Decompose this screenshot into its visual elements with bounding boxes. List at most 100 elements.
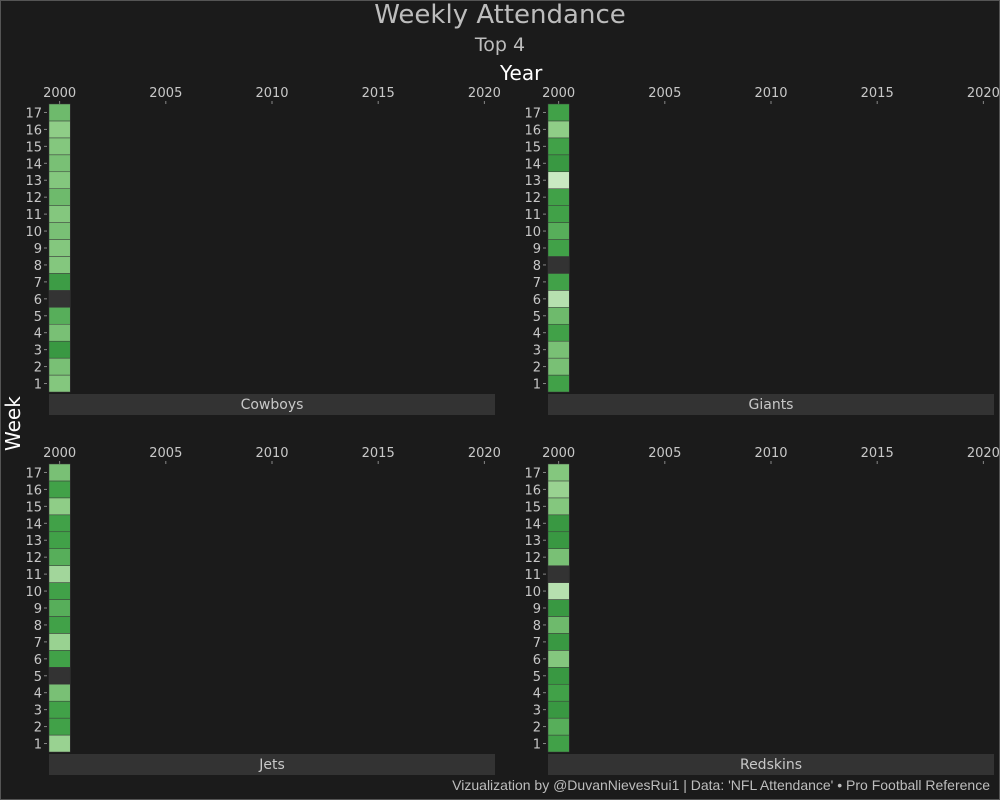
heatmap-tile-giants-week-15 [547, 137, 570, 156]
heatmap-tile-cowboys-week-4 [48, 323, 71, 342]
facet-strip [49, 754, 495, 775]
y-tick-label: 16 [25, 123, 42, 138]
heatmap-tile-giants-week-16 [547, 120, 570, 139]
y-tick-label: 16 [524, 123, 541, 138]
y-tick-label: 6 [533, 653, 541, 668]
heatmap-tile-redskins-week-2 [547, 717, 570, 736]
heatmap-tile-giants-week-11 [547, 205, 570, 223]
y-tick-label: 7 [533, 276, 541, 291]
chart-subtitle: Top 4 [474, 34, 526, 56]
y-tick-label: 6 [34, 653, 42, 668]
y-tick-label: 3 [533, 344, 541, 359]
y-tick-label: 16 [25, 483, 42, 498]
heatmap-tile-redskins-week-4 [547, 683, 570, 702]
heatmap-tile-redskins-week-5 [547, 667, 570, 685]
heatmap-tile-jets-week-10 [48, 582, 71, 600]
y-tick-label: 17 [524, 106, 541, 121]
heatmap-tile-cowboys-week-7 [48, 273, 71, 291]
y-tick-label: 2 [533, 721, 541, 736]
x-tick-label: 2020 [468, 446, 501, 461]
x-tick-label: 2010 [754, 86, 787, 101]
y-tick-label: 14 [25, 157, 42, 172]
y-tick-label: 13 [524, 534, 541, 549]
y-tick-label: 1 [34, 378, 42, 393]
y-tick-label: 4 [533, 687, 541, 702]
heatmap-tile-redskins-week-1 [547, 734, 570, 753]
heatmap-tile-redskins-week-16 [547, 480, 570, 499]
heatmap-tile-cowboys-week-15 [48, 137, 71, 156]
heatmap-tile-jets-week-2 [48, 717, 71, 736]
heatmap-tile-giants-week-12 [547, 188, 570, 206]
y-tick-label: 8 [533, 619, 541, 634]
y-tick-label: 1 [34, 738, 42, 753]
x-tick-label: 2005 [648, 86, 681, 101]
x-tick-label: 2015 [362, 446, 395, 461]
heatmap-tile-giants-week-3 [547, 340, 570, 359]
heatmap-tile-jets-week-12 [48, 548, 71, 566]
heatmap-tile-cowboys-week-10 [48, 222, 71, 240]
y-tick-label: 15 [25, 140, 42, 155]
y-tick-label: 3 [34, 704, 42, 719]
y-tick-label: 2 [34, 721, 42, 736]
x-tick-label: 2020 [468, 86, 501, 101]
y-tick-label: 3 [533, 704, 541, 719]
y-tick-label: 13 [25, 174, 42, 189]
y-tick-label: 13 [524, 174, 541, 189]
y-tick-label: 5 [34, 310, 42, 325]
y-tick-label: 12 [25, 551, 42, 566]
heatmap-tile-jets-week-6 [48, 650, 71, 668]
x-tick-label: 2010 [754, 446, 787, 461]
x-tick-label: 2000 [542, 446, 575, 461]
heatmap-tile-giants-week-13 [547, 171, 570, 189]
x-tick-label: 2000 [43, 86, 76, 101]
y-tick-label: 16 [524, 483, 541, 498]
heatmap-tile-cowboys-week-14 [48, 154, 71, 173]
y-tick-label: 1 [533, 378, 541, 393]
heatmap-tile-redskins-week-8 [547, 616, 570, 634]
heatmap-tile-giants-week-1 [547, 374, 570, 393]
facet-label-jets: Jets [258, 757, 285, 773]
heatmap-tile-redskins-week-13 [547, 531, 570, 549]
heatmap-tile-jets-week-8 [48, 616, 71, 634]
heatmap-tile-redskins-week-15 [547, 497, 570, 516]
y-tick-label: 10 [524, 225, 541, 240]
heatmap-tile-cowboys-week-13 [48, 171, 71, 189]
heatmap-tile-giants-week-4 [547, 323, 570, 342]
y-tick-label: 12 [25, 191, 42, 206]
heatmap-tile-cowboys-week-12 [48, 188, 71, 206]
heatmap-tile-redskins-week-12 [547, 548, 570, 566]
heatmap-tile-giants-week-6 [547, 290, 570, 308]
heatmap-tile-cowboys-week-1 [48, 374, 71, 393]
heatmap-tile-giants-week-17 [547, 103, 570, 122]
y-tick-label: 3 [34, 344, 42, 359]
y-tick-label: 5 [533, 310, 541, 325]
y-tick-label: 9 [533, 242, 541, 257]
heatmap-tile-jets-week-3 [48, 700, 71, 719]
heatmap-tile-jets-week-11 [48, 565, 71, 583]
y-tick-label: 12 [524, 191, 541, 206]
y-tick-label: 10 [25, 585, 42, 600]
y-tick-label: 17 [25, 466, 42, 481]
y-tick-label: 15 [25, 500, 42, 515]
y-tick-label: 11 [25, 208, 42, 223]
heatmap-tile-redskins-week-7 [547, 633, 570, 651]
y-tick-label: 7 [34, 636, 42, 651]
facet-strip [548, 754, 994, 775]
y-tick-label: 14 [524, 517, 541, 532]
facet-label-giants: Giants [749, 397, 794, 413]
y-tick-label: 5 [34, 670, 42, 685]
y-tick-label: 11 [25, 568, 42, 583]
heatmap-tile-jets-week-15 [48, 497, 71, 516]
y-tick-label: 7 [533, 636, 541, 651]
y-tick-label: 9 [533, 602, 541, 617]
y-tick-label: 10 [25, 225, 42, 240]
x-tick-label: 2010 [255, 86, 288, 101]
y-tick-label: 14 [25, 517, 42, 532]
heatmap-tile-redskins-week-14 [547, 514, 570, 533]
heatmap-tile-redskins-week-17 [547, 463, 570, 482]
facet-label-cowboys: Cowboys [241, 397, 304, 413]
y-tick-label: 6 [533, 293, 541, 308]
x-tick-label: 2000 [43, 446, 76, 461]
heatmap-tile-jets-week-9 [48, 599, 71, 617]
